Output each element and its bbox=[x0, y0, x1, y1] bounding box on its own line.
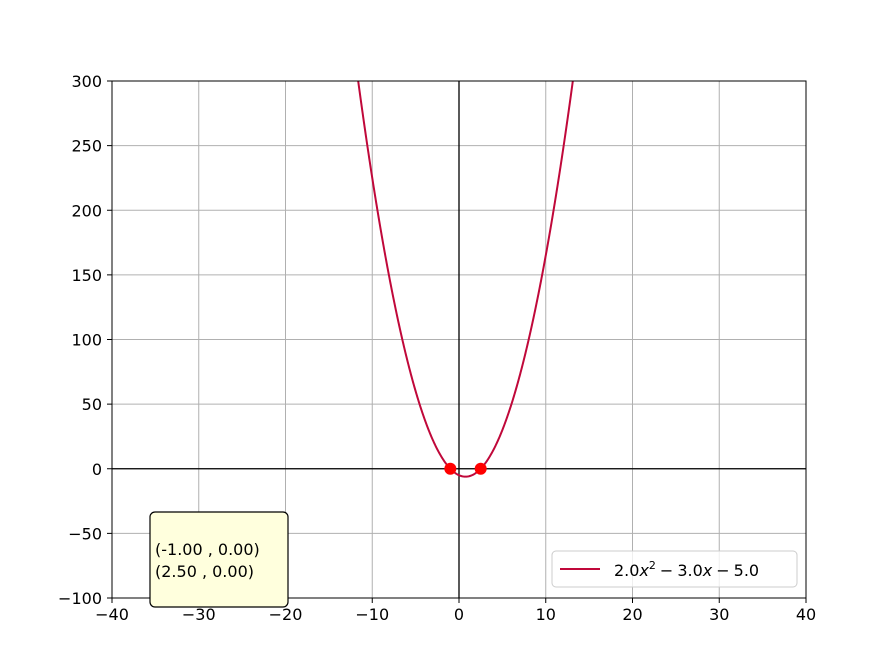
y-tick-label: 300 bbox=[71, 72, 102, 91]
x-tick-label: 40 bbox=[796, 605, 816, 624]
x-tick-label: 30 bbox=[709, 605, 729, 624]
y-ticks: −100 −50 0 50 100 150 200 250 300 bbox=[58, 72, 112, 608]
annotation-line-2: (2.50 , 0.00) bbox=[155, 562, 254, 581]
y-tick-label: 50 bbox=[82, 395, 102, 414]
y-tick-label: −50 bbox=[68, 524, 102, 543]
legend-constant: 5.0 bbox=[734, 561, 759, 580]
x-ticks: −40 −30 −20 −10 0 10 20 30 40 bbox=[95, 598, 816, 624]
y-tick-label: −100 bbox=[58, 589, 102, 608]
zero-axes bbox=[112, 81, 806, 598]
root-point bbox=[444, 462, 457, 475]
x-tick-label: −30 bbox=[182, 605, 216, 624]
annotation-line-1: (-1.00 , 0.00) bbox=[155, 540, 260, 559]
x-tick-label: −40 bbox=[95, 605, 129, 624]
x-tick-label: −20 bbox=[269, 605, 303, 624]
x-tick-label: 20 bbox=[622, 605, 642, 624]
series-line bbox=[357, 80, 574, 478]
legend-op-2: − bbox=[716, 561, 729, 580]
annotation-box: (-1.00 , 0.00) (2.50 , 0.00) bbox=[149, 511, 289, 608]
y-tick-label: 0 bbox=[92, 460, 102, 479]
legend-coef-a: 2.0 bbox=[614, 561, 639, 580]
legend-exponent: 2 bbox=[649, 559, 656, 572]
x-tick-label: −10 bbox=[355, 605, 389, 624]
y-tick-label: 200 bbox=[71, 201, 102, 220]
x-tick-label: 10 bbox=[536, 605, 556, 624]
legend: 2.0x2−3.0x −5.0 bbox=[551, 550, 798, 588]
legend-var-linear: x bbox=[702, 561, 713, 580]
annotation-background bbox=[149, 511, 289, 608]
legend-coef-b: 3.0 bbox=[677, 561, 702, 580]
x-tick-label: 0 bbox=[454, 605, 464, 624]
legend-op-1: − bbox=[660, 561, 673, 580]
y-tick-label: 150 bbox=[71, 266, 102, 285]
legend-label: 2.0x2−3.0x −5.0 bbox=[614, 559, 759, 580]
root-point bbox=[474, 462, 487, 475]
root-points bbox=[444, 462, 487, 475]
legend-frame bbox=[551, 550, 798, 588]
y-tick-label: 250 bbox=[71, 137, 102, 156]
legend-var-squared: x bbox=[638, 561, 649, 580]
y-tick-label: 100 bbox=[71, 331, 102, 350]
